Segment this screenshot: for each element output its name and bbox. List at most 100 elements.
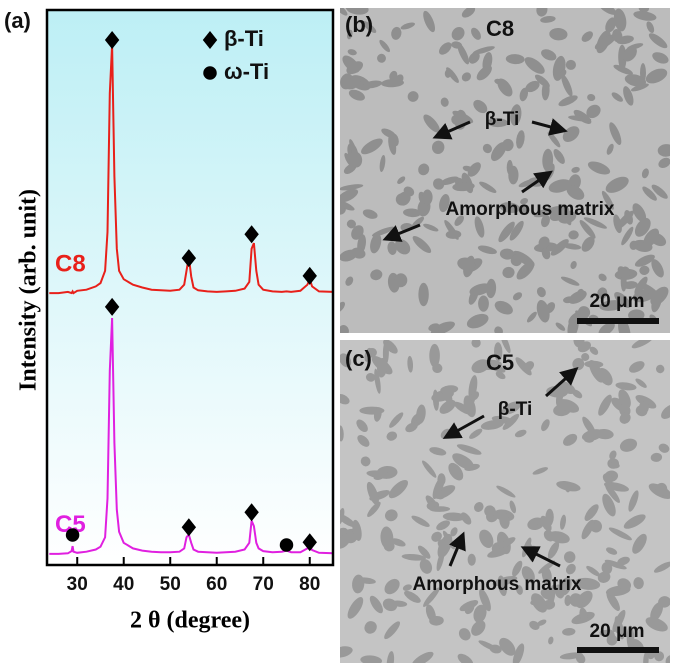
dendrite-arm [362, 209, 378, 219]
dendrite-arm [509, 220, 524, 241]
dendrite-arm [418, 163, 430, 176]
dendrite-arm [451, 26, 465, 41]
dendrite-arm [520, 197, 529, 205]
dendrite-arm [623, 514, 646, 529]
dendrite-arm [349, 151, 363, 168]
dendrite-arm [621, 226, 634, 246]
sample-label: C8 [486, 16, 514, 41]
dendrite-arm [618, 318, 631, 333]
dendrite-arm [466, 313, 489, 329]
diamond-marker [302, 533, 317, 552]
dendrite-arm [494, 326, 503, 333]
dendrite-arm [615, 624, 624, 634]
dendrite-arm [565, 59, 576, 70]
dendrite-arm [391, 26, 402, 40]
dendrite-arm [436, 520, 450, 531]
dendrite-arm [442, 512, 466, 522]
dendrite-arm [651, 259, 664, 278]
dendrite-arm [618, 389, 631, 409]
dendrite-arm [362, 21, 377, 33]
dendrite-arm [345, 8, 369, 15]
dendrite-arm [423, 223, 439, 232]
dendrite-arm [579, 220, 596, 239]
dendrite-arm [487, 547, 510, 558]
dendrite-arm [439, 399, 456, 414]
dendrite-arm [553, 149, 565, 164]
dendrite-arm [567, 315, 579, 333]
dendrite-arm [536, 8, 548, 17]
dendrite-arm [570, 261, 577, 269]
dendrite-arm [634, 218, 651, 237]
dendrite-arm [541, 247, 551, 260]
dendrite-arm [400, 22, 415, 30]
dendrite-arm [472, 46, 495, 55]
dendrite-arm [540, 515, 552, 532]
dendrite-arm [571, 166, 580, 173]
x-tick-label: 30 [67, 574, 88, 595]
xrd-line [49, 317, 334, 555]
dendrite-arm [423, 587, 440, 607]
dendrite-arm [638, 8, 650, 13]
dendrite-arm [516, 130, 525, 149]
dendrite-arm [611, 397, 630, 413]
dendrite-arm [423, 10, 435, 33]
dendrite-arm [451, 114, 463, 126]
dendrite-arm [558, 95, 578, 107]
dendrite-arm [407, 355, 414, 373]
diamond-marker [104, 30, 120, 49]
dendrite-arm [493, 342, 503, 362]
dendrite-arm [373, 407, 382, 422]
dendrite-arm [623, 86, 634, 106]
panel-label: (c) [345, 346, 372, 371]
dendrite-arm [412, 235, 432, 254]
dendrite-arm [606, 143, 614, 155]
dendrite-arm [638, 401, 649, 414]
dendrite-arm [499, 248, 515, 260]
dendrite-arm [559, 514, 567, 530]
dendrite-arm [381, 128, 396, 139]
dendrite-arm [351, 247, 366, 259]
dendrite-arm [356, 419, 368, 433]
dendrite-arm [563, 433, 578, 446]
arrow [531, 118, 568, 136]
dendrite-arm [431, 531, 442, 542]
phase-label: β-Ti [498, 399, 532, 420]
dendrite-arm [629, 361, 645, 373]
microstructure [340, 340, 670, 663]
dendrite-arm [646, 21, 655, 34]
dendrite-arm [468, 52, 480, 64]
dendrite-arm [439, 42, 452, 55]
dendrite-arm [602, 473, 613, 484]
dendrite-arm [340, 301, 345, 313]
dendrite-arm [632, 203, 647, 223]
x-tick-label: 50 [160, 574, 181, 595]
dendrite-arm [364, 621, 377, 634]
dendrite-arm [459, 600, 479, 612]
dendrite-arm [340, 198, 355, 211]
dendrite-arm [508, 165, 519, 185]
dendrite-arm [541, 81, 550, 101]
dendrite-arm [488, 363, 506, 373]
dendrite-arm [402, 584, 412, 591]
dendrite-arm [514, 429, 527, 438]
dendrite-arm [411, 515, 430, 527]
dendrite-arm [471, 27, 481, 40]
dendrite-arm [357, 577, 376, 584]
dendrite-arm [635, 378, 647, 388]
matrix-label: Amorphous matrix [446, 199, 615, 220]
dendrite-arm [560, 276, 580, 286]
dendrite-arm [411, 216, 425, 228]
dendrite-arm [598, 322, 615, 333]
dendrite-arm [499, 202, 521, 213]
dendrite-arm [604, 559, 627, 570]
dendrite-arm [479, 181, 497, 193]
dendrite-arm [661, 404, 670, 419]
dendrite-arm [446, 67, 459, 83]
dendrite-arm [436, 549, 445, 572]
dendrite-arm [622, 46, 637, 62]
dendrite-arm [340, 425, 344, 442]
scale-bar [577, 318, 659, 324]
dendrite-arm [605, 17, 617, 33]
dendrite-arm [516, 584, 523, 595]
